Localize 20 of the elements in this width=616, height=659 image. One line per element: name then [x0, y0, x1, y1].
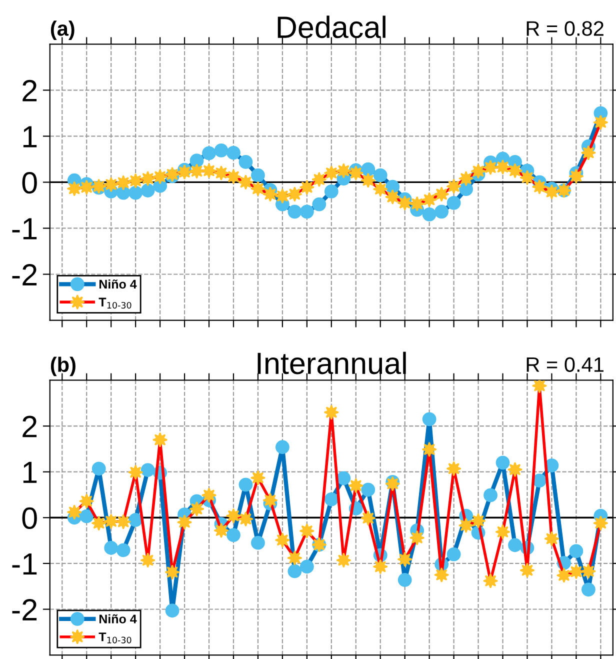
text: R = 0.82: [526, 21, 604, 36]
chart-title: Interannual: [258, 352, 406, 374]
y-tick-label: 1: [23, 462, 37, 483]
text: (b): [50, 356, 76, 376]
text: (a): [50, 20, 74, 40]
y-tick-label: 1: [23, 126, 37, 148]
legend-label: T$_{10-30}$: [98, 632, 132, 644]
y-tick-label: -2: [12, 264, 37, 286]
y-tick-label: -1: [12, 553, 37, 575]
legend-label: T$_{10-30}$: [98, 298, 132, 309]
text: R = 0.41: [526, 357, 604, 372]
legend-label: Niño 4: [99, 614, 137, 624]
y-tick-label: 2: [22, 416, 37, 438]
y-tick-label: 0: [22, 507, 37, 530]
y-tick-label: 2: [22, 80, 37, 102]
y-tick-label: -1: [12, 218, 37, 240]
y-tick-label: 0: [22, 172, 37, 194]
legend-label: Niño 4: [99, 279, 137, 289]
chart-title: Dedacal: [278, 16, 386, 38]
y-tick-label: -2: [12, 598, 37, 620]
